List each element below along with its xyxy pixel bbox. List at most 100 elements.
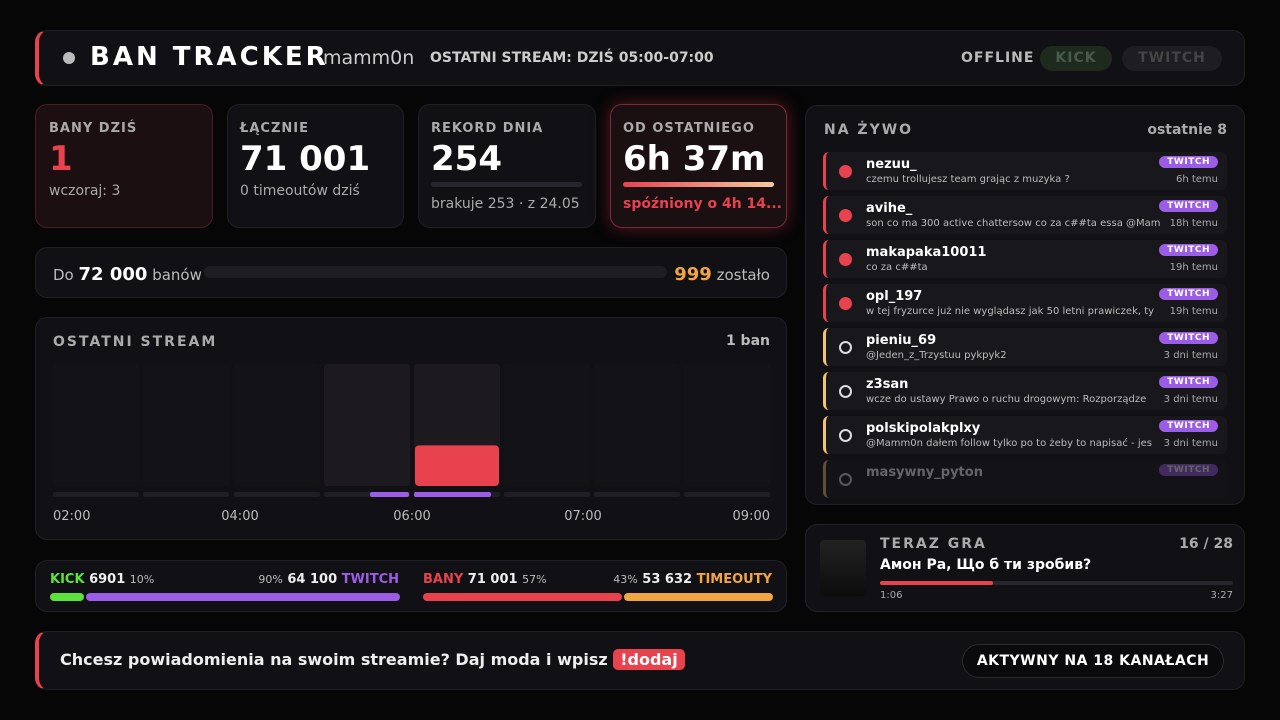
stat-value: 1 xyxy=(49,139,73,179)
username: masywny_pyton xyxy=(866,465,983,480)
goal-bar xyxy=(204,266,667,278)
stat-value: 254 xyxy=(431,139,502,179)
ban-icon xyxy=(839,209,852,222)
bans-stat: BANY 71 001 57% xyxy=(423,572,547,587)
message: @Jeden_z_Trzystuu pykpyk2 xyxy=(866,350,1007,361)
twitch-pill[interactable]: TWITCH xyxy=(1122,46,1222,71)
username: pieniu_69 xyxy=(866,333,937,348)
live-item: nezuu_czemu trollujesz team grając z muz… xyxy=(823,152,1227,190)
username: nezuu_ xyxy=(866,157,917,172)
bans-label: BANY xyxy=(423,572,464,587)
stat-sub: brakuje 253 · z 24.05 xyxy=(431,196,580,212)
live-item: pieniu_69 @Jeden_z_Trzystuu pykpyk2 TWITCH… xyxy=(823,328,1227,366)
stat-label: BANY DZIŚ xyxy=(49,121,138,136)
stat-card xyxy=(610,104,787,228)
split-bar xyxy=(623,593,773,601)
type-split xyxy=(423,593,773,601)
time-ago: 19h temu xyxy=(1169,306,1218,317)
timeout-icon xyxy=(839,429,852,442)
kick-label: KICK xyxy=(50,572,85,587)
message: son co ma 300 active chattersow co za c#… xyxy=(866,218,1161,229)
chart-strip xyxy=(504,492,590,497)
x-label: 07:00 xyxy=(564,509,601,524)
platform-badge: TWITCH xyxy=(1159,200,1218,212)
goal-remaining: 999 zostało xyxy=(674,264,770,285)
player-position: 16 / 28 xyxy=(1179,536,1233,552)
stat-sub: wczoraj: 3 xyxy=(49,183,121,199)
footer-message: Chcesz powiadomienia na swoim streamie? … xyxy=(60,650,608,669)
timeouts-label: TIMEOUTY xyxy=(696,572,772,587)
goal-unit: banów xyxy=(152,266,202,284)
timeout-icon xyxy=(839,385,852,398)
ban-icon xyxy=(839,165,852,178)
split-bar xyxy=(423,593,622,601)
platform-badge: TWITCH xyxy=(1159,464,1218,476)
x-label: 04:00 xyxy=(221,509,258,524)
message: w tej fryzurce już nie wyglądasz jak 50 … xyxy=(866,306,1155,317)
last-stream: OSTATNI STREAM: DZIŚ 05:00-07:00 xyxy=(430,50,714,66)
app-title: BAN TRACKER xyxy=(90,42,329,72)
status: OFFLINE xyxy=(961,50,1035,66)
timeout-icon xyxy=(839,473,852,486)
chart-summary: 1 ban xyxy=(725,333,770,349)
twitch-value: 64 100 xyxy=(287,572,338,587)
chart-strip xyxy=(143,492,229,497)
split-bar xyxy=(86,593,400,601)
chart-column xyxy=(143,364,229,486)
stat-card xyxy=(35,104,213,228)
channel: mamm0n xyxy=(323,47,415,69)
stat-value: 6h 37m xyxy=(623,139,766,179)
track-progress xyxy=(880,581,993,585)
bans-value: 71 001 xyxy=(467,572,518,587)
split-bar xyxy=(50,593,84,601)
username: z3san xyxy=(866,377,909,392)
kick-value: 6901 xyxy=(89,572,126,587)
username: polskipolakplxy xyxy=(866,421,981,436)
platform-badge: TWITCH xyxy=(1159,156,1218,168)
chart-strip xyxy=(594,492,680,497)
split-panel xyxy=(35,560,787,612)
x-label: 06:00 xyxy=(393,509,430,524)
live-item: makapaka10011 co za c##ta TWITCH 19h temu xyxy=(823,240,1227,278)
message: co za c##ta xyxy=(866,262,928,273)
player-label: TERAZ GRA xyxy=(880,536,987,552)
timeouts-stat: 43% 53 632 TIMEOUTY xyxy=(613,572,772,587)
chart-strip xyxy=(234,492,320,497)
track-bar xyxy=(880,581,1233,585)
stream-chart: 02:00 04:00 06:00 07:00 09:00 xyxy=(53,364,770,524)
stat-value: 71 001 xyxy=(240,139,371,179)
stream-marker xyxy=(370,492,409,497)
stat-label: REKORD DNIA xyxy=(431,121,544,136)
stat-card xyxy=(227,104,404,228)
timeouts-pct: 43% xyxy=(613,573,638,586)
message: wcze do ustawy Prawo o ruchu drogowym: R… xyxy=(866,394,1147,405)
timeouts-value: 53 632 xyxy=(642,572,693,587)
message: czemu trollujesz team grając z muzyka ? xyxy=(866,174,1070,185)
time-ago: 3 dni temu xyxy=(1163,438,1218,449)
remaining-label: zostało xyxy=(716,266,770,284)
kick-pill[interactable]: KICK xyxy=(1040,46,1112,71)
stat-sub: spóźniony o 4h 14... xyxy=(623,196,782,212)
time-ago: 18h temu xyxy=(1169,218,1218,229)
chart-column xyxy=(594,364,680,486)
platform-badge: TWITCH xyxy=(1159,376,1218,388)
x-label: 09:00 xyxy=(733,509,770,524)
bans-pct: 57% xyxy=(522,573,547,586)
stat-sub: 0 timeoutów dziś xyxy=(240,183,360,199)
username: opl_197 xyxy=(866,289,923,304)
time-ago: 3 dni temu xyxy=(1163,394,1218,405)
bar xyxy=(415,445,499,486)
chart-column xyxy=(684,364,770,486)
goal-prefix: Do xyxy=(53,266,74,284)
chart-column xyxy=(234,364,320,486)
twitch-label: TWITCH xyxy=(341,572,399,587)
chart-title: OSTATNI STREAM xyxy=(53,334,218,350)
time-ago: 3 dni temu xyxy=(1163,350,1218,361)
command[interactable]: !dodaj xyxy=(613,649,685,670)
goal-text: Do 72 000 banów xyxy=(53,264,202,285)
time-ago: 6h temu xyxy=(1175,174,1218,185)
kick-stat: KICK 6901 10% xyxy=(50,572,154,587)
chart-strip xyxy=(684,492,770,497)
live-item: avihe_ son co ma 300 active chattersow co… xyxy=(823,196,1227,234)
